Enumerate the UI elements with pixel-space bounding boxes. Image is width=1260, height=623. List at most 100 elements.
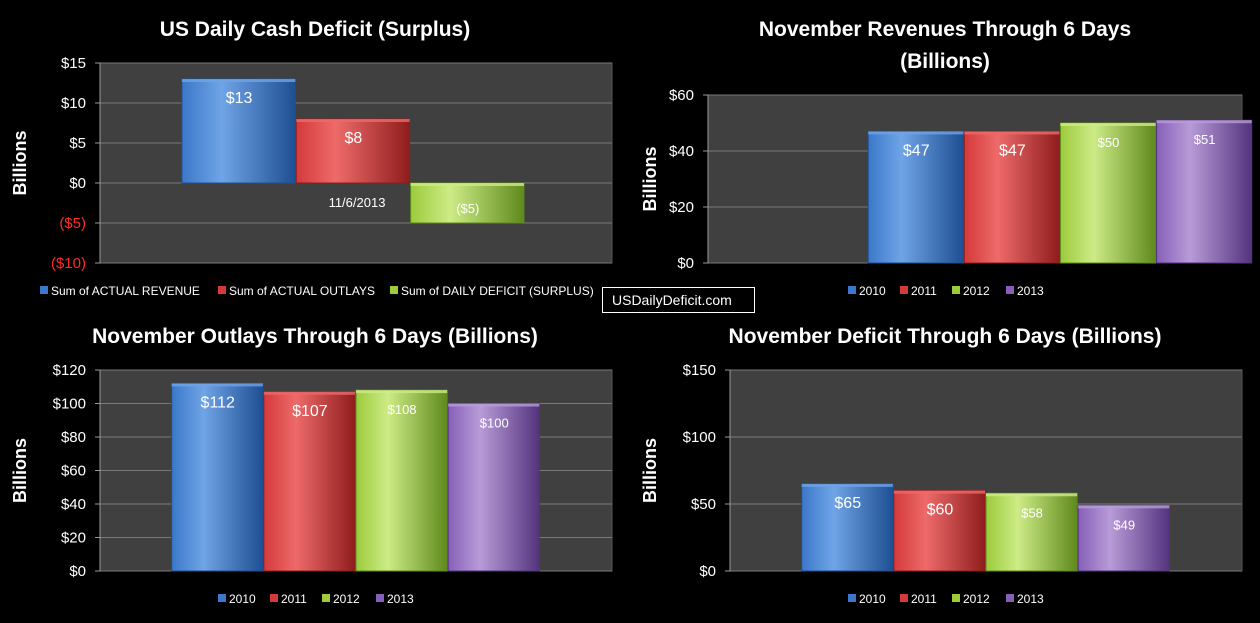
data-label: $47	[903, 142, 930, 159]
legend-swatch	[218, 594, 226, 602]
y-axis-label: Billions	[640, 438, 660, 503]
legend-label: 2013	[387, 592, 414, 606]
bar-highlight	[868, 131, 964, 135]
legend-label: 2013	[1017, 284, 1044, 298]
bar-highlight	[964, 131, 1060, 135]
bar-2010	[801, 483, 894, 572]
legend-label: 2011	[911, 284, 937, 298]
legend-swatch	[270, 594, 278, 602]
y-tick-label: $100	[53, 396, 86, 413]
y-tick-label: $10	[61, 95, 86, 112]
bar-highlight	[1078, 505, 1170, 509]
legend-swatch	[1006, 286, 1014, 294]
y-axis-label: Billions	[640, 146, 660, 211]
y-tick-label: $0	[69, 175, 86, 192]
bar-2011	[263, 391, 356, 572]
category-label: 11/6/2013	[329, 195, 386, 210]
y-tick-label: $20	[61, 530, 86, 547]
chart-daily-cash: US Daily Cash Deficit (Surplus) $15 $10 $5 $…	[10, 18, 613, 298]
legend-swatch	[848, 286, 856, 294]
data-label: $108	[388, 402, 417, 417]
bar-highlight	[1156, 120, 1252, 124]
legend-label: Sum of ACTUAL REVENUE	[51, 284, 200, 298]
legend-label: 2010	[229, 592, 256, 606]
legend-swatch	[952, 286, 960, 294]
legend-swatch	[322, 594, 330, 602]
legend-swatch	[952, 594, 960, 602]
data-label: $47	[999, 142, 1026, 159]
data-label: $51	[1194, 132, 1216, 147]
y-tick-label: $5	[69, 135, 86, 152]
chart-title: November Outlays Through 6 Days (Billion…	[92, 325, 538, 348]
legend-swatch	[848, 594, 856, 602]
legend-label: 2012	[333, 592, 360, 606]
y-tick-label: $150	[683, 362, 716, 379]
data-label: $65	[834, 495, 861, 512]
bar-2010	[171, 382, 264, 572]
y-tick-label: ($10)	[51, 255, 86, 272]
legend-label: Sum of ACTUAL OUTLAYS	[229, 284, 375, 298]
legend-label: 2012	[963, 592, 990, 606]
y-axis-label: Billions	[10, 438, 30, 503]
chart-panel-outlays: November Outlays Through 6 Days (Billion…	[0, 312, 620, 623]
chart-subtitle: (Billions)	[900, 50, 990, 73]
legend-swatch	[218, 286, 226, 294]
chart-deficit: November Deficit Through 6 Days (Billion…	[640, 325, 1243, 606]
chart-title: November Deficit Through 6 Days (Billion…	[729, 325, 1162, 348]
data-label: $50	[1098, 135, 1120, 150]
data-label: $58	[1021, 505, 1043, 520]
data-label: $49	[1113, 517, 1135, 532]
legend-swatch	[1006, 594, 1014, 602]
y-tick-label: $50	[691, 496, 716, 513]
bar-highlight	[448, 403, 540, 407]
bar-2012	[1059, 122, 1157, 264]
legend-label: 2010	[859, 592, 886, 606]
y-tick-label: ($5)	[59, 215, 86, 232]
legend-label: 2012	[963, 284, 990, 298]
y-tick-label: $0	[699, 563, 716, 580]
bar-2011	[963, 130, 1060, 264]
legend-label: 2011	[911, 592, 937, 606]
bar-2013	[1077, 504, 1170, 572]
data-label: $60	[927, 502, 954, 519]
data-label: $107	[292, 403, 328, 420]
bar-2012	[355, 389, 448, 572]
bar-sum-of-daily-deficit-surplus-	[410, 182, 525, 224]
bar-highlight	[410, 183, 524, 186]
bar-2011	[893, 490, 986, 572]
y-tick-label: $40	[669, 143, 694, 160]
y-tick-label: $0	[69, 563, 86, 580]
chart-title: US Daily Cash Deficit (Surplus)	[160, 18, 470, 41]
data-label: ($5)	[456, 201, 479, 216]
bar-2013	[447, 403, 540, 572]
y-tick-label: $0	[677, 255, 694, 272]
data-label: $13	[226, 90, 253, 107]
bar-highlight	[986, 493, 1078, 497]
chart-panel-deficit: November Deficit Through 6 Days (Billion…	[630, 312, 1260, 623]
legend-swatch	[376, 594, 384, 602]
chart-title: November Revenues Through 6 Days	[759, 18, 1131, 41]
legend-label: Sum of DAILY DEFICIT (SURPLUS)	[401, 284, 594, 298]
bar-highlight	[1060, 123, 1156, 126]
data-label: $100	[480, 416, 509, 431]
bar-highlight	[181, 79, 296, 82]
y-tick-label: $60	[61, 463, 86, 480]
bar-2012	[985, 492, 1078, 572]
y-tick-label: $120	[53, 362, 86, 379]
y-tick-label: $80	[61, 429, 86, 446]
y-tick-label: $15	[61, 55, 86, 72]
chart-revenues: November Revenues Through 6 Days (Billion…	[640, 18, 1253, 298]
legend-swatch	[900, 286, 908, 294]
legend-label: 2010	[859, 284, 886, 298]
bar-highlight	[263, 391, 355, 395]
site-url-label: USDailyDeficit.com	[602, 287, 755, 313]
legend-label: 2011	[281, 592, 307, 606]
bar-2010	[867, 130, 964, 264]
y-tick-label: $100	[683, 429, 716, 446]
bar-highlight	[296, 119, 410, 122]
bar-highlight	[171, 383, 263, 387]
y-tick-label: $40	[61, 496, 86, 513]
data-label: $112	[201, 394, 236, 411]
bar-highlight	[356, 390, 448, 394]
data-label: $8	[345, 130, 363, 147]
